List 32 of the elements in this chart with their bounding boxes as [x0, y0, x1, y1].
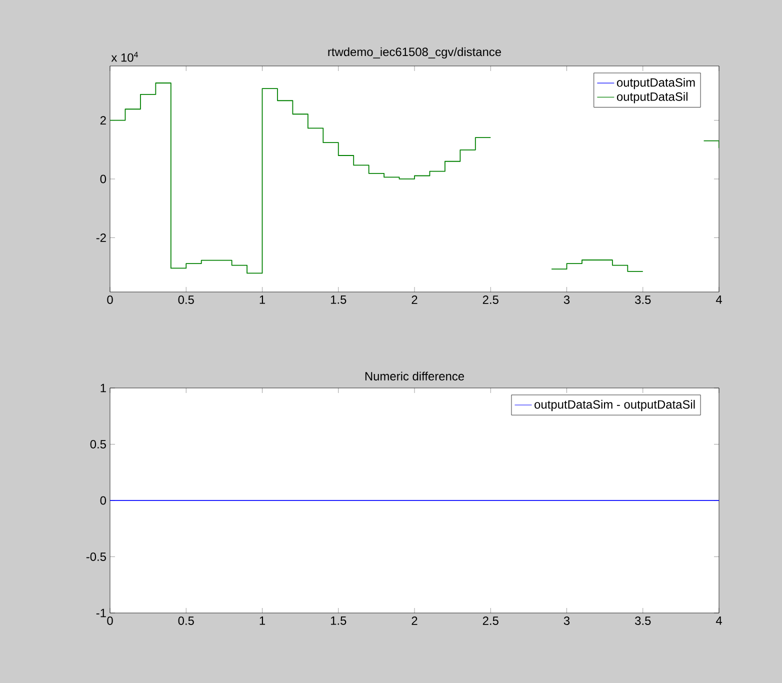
legend-label: outputDataSim: [616, 78, 695, 90]
x-tick-label: 1: [260, 616, 265, 625]
x-tick-label: 0: [107, 296, 113, 304]
chart-title: rtwdemo_iec61508_cgv/distance: [328, 47, 501, 58]
x-tick-label: 4: [716, 616, 722, 625]
x-tick-label: 0.5: [178, 296, 194, 304]
x-tick-label: 3.5: [635, 296, 651, 304]
x-tick-label: 3.5: [635, 616, 651, 625]
y-tick-label: 1: [100, 384, 106, 392]
y-tick-label: 0.5: [90, 440, 106, 448]
legend-label: outputDataSil: [616, 92, 688, 104]
x-tick-label: 3: [564, 616, 570, 625]
x-tick-label: 4: [716, 296, 722, 304]
text: x 10$^{4}$: [111, 52, 138, 62]
x-tick-label: 1.5: [330, 616, 346, 625]
x-tick-label: 0: [107, 616, 113, 625]
y-tick-label: -2: [96, 234, 106, 242]
y-tick-label: 0: [100, 496, 106, 505]
y-tick-label: -1: [96, 608, 106, 618]
x-tick-label: 0.5: [178, 616, 194, 625]
x-tick-label: 3: [564, 296, 570, 304]
x-tick-label: 2: [412, 296, 418, 304]
x-tick-label: 2.5: [482, 296, 498, 304]
x-tick-label: 2: [412, 616, 418, 625]
y-tick-label: 2: [100, 116, 106, 124]
y-tick-label: 0: [100, 174, 106, 184]
x-tick-label: 2.5: [482, 616, 498, 625]
chart-title: Numeric difference: [365, 372, 464, 380]
x-tick-label: 1: [260, 296, 265, 304]
legend-label: outputDataSim - outputDataSil: [534, 400, 695, 412]
y-tick-label: -0.5: [86, 552, 106, 561]
x-tick-label: 1.5: [330, 296, 346, 304]
